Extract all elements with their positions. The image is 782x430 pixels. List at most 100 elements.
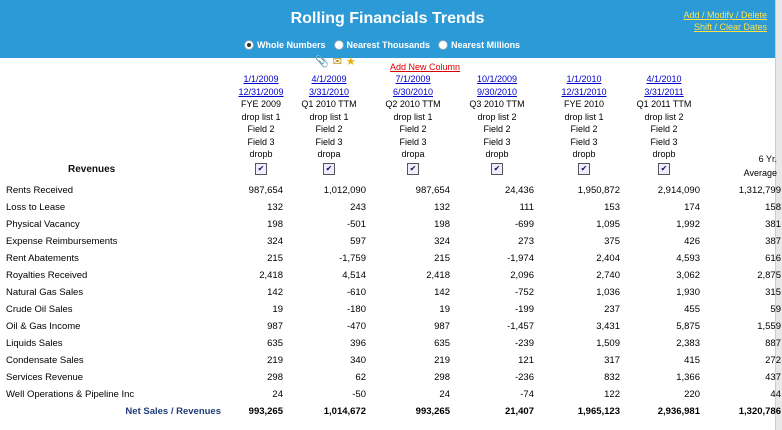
- value-cell: 396: [350, 338, 366, 349]
- column-checkbox[interactable]: ✔: [407, 162, 419, 175]
- table-row: Royalties Received 2,418 4,514 2,418 2,096 2,…: [6, 267, 781, 284]
- period-end-date-link[interactable]: 9/30/2010: [476, 86, 518, 97]
- period-label: Q1 2010 TTM: [301, 99, 357, 109]
- value-cell: 597: [350, 236, 366, 247]
- value-cell: 375: [604, 236, 620, 247]
- period-end-date-link[interactable]: 6/30/2010: [392, 86, 434, 97]
- period-start-date-link[interactable]: 7/1/2009: [395, 74, 431, 84]
- period-end-date-link[interactable]: 3/31/2010: [308, 86, 350, 97]
- table-row: Rents Received 987,654 1,012,090 987,654 24,…: [6, 182, 781, 199]
- value-cell: 317: [604, 355, 620, 366]
- column-checkbox-wrap: ✔: [222, 161, 300, 175]
- column-checkbox[interactable]: ✔: [658, 162, 670, 175]
- average-cell: 1,320,786: [738, 406, 781, 417]
- drop-value: dropb: [572, 149, 596, 159]
- value-cell: 215: [267, 253, 283, 264]
- value-cell: 2,096: [510, 270, 534, 281]
- value-cell: 237: [604, 304, 620, 315]
- table-row: Well Operations & Pipeline Inc 24 -50 24 -74…: [6, 386, 781, 403]
- envelope-icon[interactable]: ✉: [332, 56, 342, 68]
- average-cell: 616: [765, 253, 781, 264]
- row-label: Well Operations & Pipeline Inc: [6, 389, 135, 400]
- value-cell: -1,457: [507, 321, 534, 332]
- value-cell: 1,992: [676, 219, 700, 230]
- column-checkbox[interactable]: ✔: [491, 162, 503, 175]
- vertical-scrollbar[interactable]: [775, 0, 782, 430]
- period-end-date-link[interactable]: 12/31/2010: [561, 86, 607, 97]
- value-cell: 2,418: [259, 270, 283, 281]
- value-cell: 3,062: [676, 270, 700, 281]
- value-cell: 987,654: [415, 185, 450, 196]
- radio-icon[interactable]: [438, 40, 449, 50]
- column-checkbox[interactable]: ✔: [255, 162, 267, 175]
- field-3-label: Field 3: [650, 136, 678, 147]
- header-bar: Rolling Financials Trends Add / Modify /…: [0, 0, 775, 58]
- row-label: Rent Abatements: [6, 253, 79, 264]
- period-end-date-link[interactable]: 12/31/2009: [238, 86, 284, 97]
- period-start-date-link[interactable]: 1/1/2010: [566, 74, 602, 84]
- shift-clear-dates-link[interactable]: Shift / Clear Dates: [693, 22, 767, 32]
- column-checkbox[interactable]: ✔: [578, 162, 590, 175]
- period-column-header: 4/1/2010 3/31/2011 Q1 2011 TTM drop list 2 F…: [625, 73, 703, 175]
- value-cell: 1,036: [596, 287, 620, 298]
- value-cell: 1,930: [676, 287, 700, 298]
- drop-list-value: drop list 1: [393, 111, 433, 122]
- revenues-table: Rents Received 987,654 1,012,090 987,654 24,…: [6, 182, 781, 420]
- period-start-date-link[interactable]: 4/1/2010: [646, 74, 682, 84]
- value-cell: 993,265: [248, 406, 283, 417]
- column-checkbox-wrap: ✔: [290, 161, 368, 175]
- value-cell: 21,407: [504, 406, 534, 417]
- period-start-date-link[interactable]: 4/1/2009: [311, 74, 347, 84]
- value-cell: 426: [684, 236, 700, 247]
- column-checkbox[interactable]: ✔: [323, 162, 335, 175]
- value-cell: 1,965,123: [577, 406, 620, 417]
- radio-icon[interactable]: [333, 40, 344, 50]
- add-new-column-link[interactable]: Add New Column: [390, 62, 461, 72]
- value-cell: -180: [346, 304, 366, 315]
- radio-nearest-thousands[interactable]: Nearest Thousands: [333, 40, 430, 50]
- paperclip-icon[interactable]: 📎: [315, 56, 329, 68]
- value-cell: -610: [346, 287, 366, 298]
- value-cell: 5,875: [676, 321, 700, 332]
- row-label: Liquids Sales: [6, 338, 63, 349]
- period-column-header: 10/1/2009 9/30/2010 Q3 2010 TTM drop list 2…: [458, 73, 536, 175]
- value-cell: 2,914,090: [657, 185, 700, 196]
- value-cell: 198: [267, 219, 283, 230]
- value-cell: -74: [520, 389, 534, 400]
- period-start-date-link[interactable]: 1/1/2009: [243, 74, 279, 84]
- radio-selected-icon[interactable]: [244, 40, 254, 50]
- field-2-label: Field 2: [399, 124, 427, 134]
- table-row: Loss to Lease 132 243 132 111 153 174 158: [6, 199, 781, 216]
- value-cell: 122: [604, 389, 620, 400]
- field-3-label: Field 3: [399, 136, 427, 147]
- table-row: Natural Gas Sales 142 -610 142 -752 1,036 1,93…: [6, 284, 781, 301]
- value-cell: 455: [684, 304, 700, 315]
- row-label: Expense Reimbursements: [6, 236, 118, 247]
- field-2-label: Field 2: [483, 124, 511, 134]
- radio-label: Nearest Millions: [451, 40, 521, 50]
- star-icon[interactable]: ★: [345, 56, 356, 68]
- value-cell: 2,418: [426, 270, 450, 281]
- radio-nearest-millions[interactable]: Nearest Millions: [438, 40, 520, 50]
- period-end-date-link[interactable]: 3/31/2011: [644, 86, 684, 97]
- field-3-label: Field 3: [570, 136, 598, 147]
- rounding-options: Whole Numbers Nearest Thousands Nearest …: [244, 40, 520, 50]
- revenues-heading: Revenues: [68, 164, 116, 175]
- header-links: Add / Modify / Delete Shift / Clear Date…: [683, 9, 767, 33]
- value-cell: 2,936,981: [657, 406, 700, 417]
- table-row: Rent Abatements 215 -1,759 215 -1,974 2,404 4,…: [6, 250, 781, 267]
- column-checkbox-wrap: ✔: [458, 161, 536, 175]
- radio-whole-numbers[interactable]: Whole Numbers: [244, 40, 326, 50]
- table-row: Oil & Gas Income 987 -470 987 -1,457 3,431 5,8…: [6, 318, 781, 335]
- value-cell: 298: [434, 372, 450, 383]
- value-cell: 298: [267, 372, 283, 383]
- value-cell: 2,383: [676, 338, 700, 349]
- value-cell: 4,593: [676, 253, 700, 264]
- add-modify-delete-link[interactable]: Add / Modify / Delete: [683, 10, 767, 20]
- average-cell: 272: [765, 355, 781, 366]
- average-cell: 44: [770, 389, 781, 400]
- row-label: Condensate Sales: [6, 355, 84, 366]
- average-cell: 59: [770, 304, 781, 315]
- drop-value: dropb: [249, 149, 273, 159]
- period-start-date-link[interactable]: 10/1/2009: [476, 74, 518, 84]
